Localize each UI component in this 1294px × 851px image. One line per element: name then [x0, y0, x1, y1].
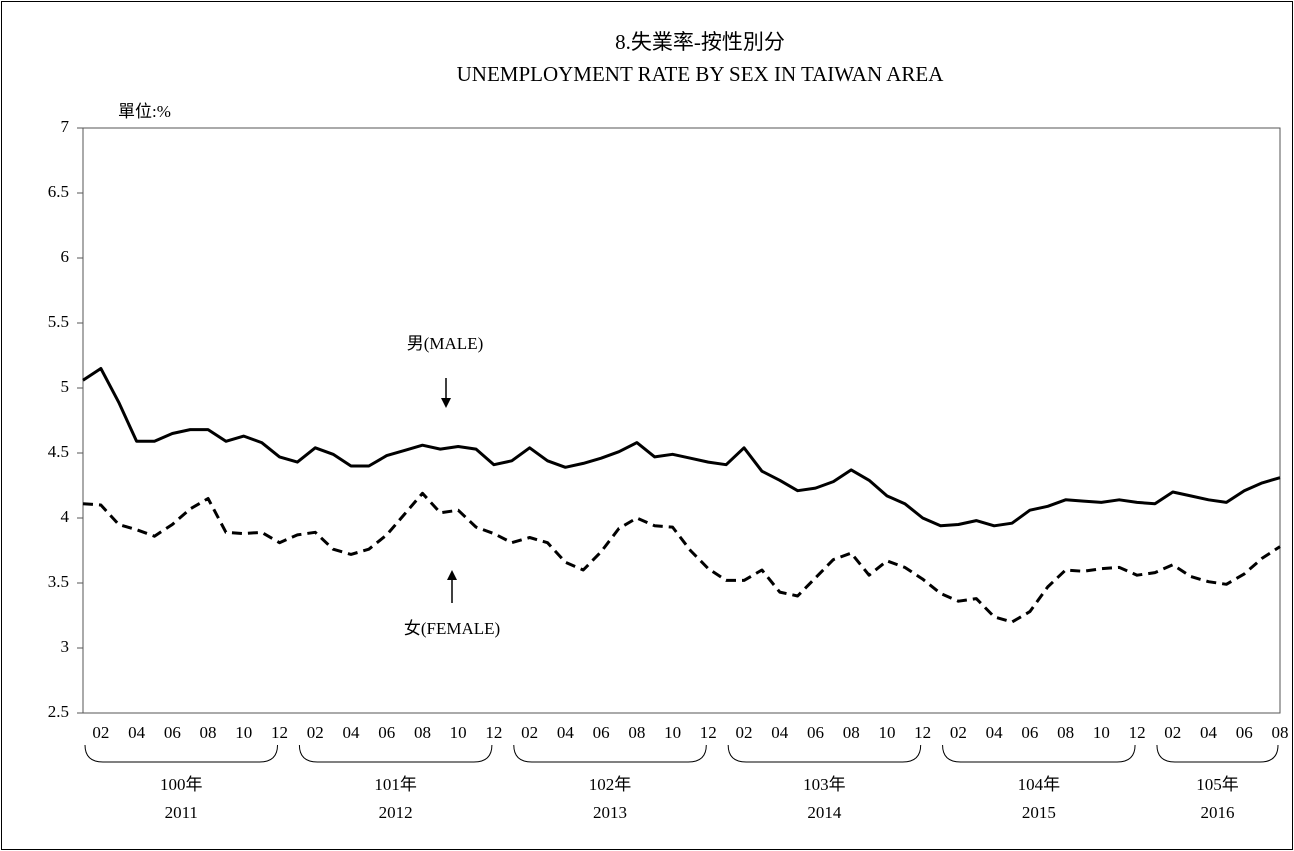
x-tick-label: 12 [914, 723, 931, 742]
x-tick-label: 06 [1236, 723, 1253, 742]
x-tick-label: 04 [128, 723, 146, 742]
chart-subtitle: UNEMPLOYMENT RATE BY SEX IN TAIWAN AREA [457, 62, 945, 86]
x-tick-label: 02 [307, 723, 324, 742]
y-tick-label: 6.5 [48, 182, 69, 201]
unit-label: 單位:% [118, 102, 171, 121]
year-label: 2012 [379, 803, 413, 822]
year-brace [727, 744, 922, 763]
x-tick-label: 04 [1200, 723, 1218, 742]
x-tick-label: 04 [986, 723, 1004, 742]
year-brace [1156, 744, 1279, 763]
x-tick-label: 08 [1272, 723, 1289, 742]
series-line [82, 367, 1281, 528]
year-brace [298, 744, 493, 763]
year-brace [942, 744, 1136, 763]
x-tick-label: 10 [450, 723, 467, 742]
x-tick-label: 04 [771, 723, 789, 742]
x-tick-label: 02 [736, 723, 753, 742]
y-tick-label: 5.5 [48, 312, 69, 331]
year-roc-label: 105年 [1196, 775, 1239, 794]
x-tick-label: 02 [521, 723, 538, 742]
x-tick-label: 02 [92, 723, 109, 742]
year-label: 2011 [165, 803, 198, 822]
y-tick-label: 4.5 [48, 442, 69, 461]
x-tick-label: 08 [1057, 723, 1074, 742]
y-tick-label: 3 [61, 637, 70, 656]
x-tick-label: 06 [378, 723, 395, 742]
year-brace [84, 744, 279, 763]
x-tick-label: 10 [235, 723, 252, 742]
y-tick-label: 3.5 [48, 572, 69, 591]
y-tick-label: 4 [61, 507, 70, 526]
x-tick-label: 08 [843, 723, 860, 742]
x-tick-label: 02 [950, 723, 967, 742]
y-tick-label: 6 [61, 247, 70, 266]
x-tick-label: 06 [1021, 723, 1038, 742]
year-roc-label: 101年 [374, 775, 417, 794]
x-tick-label: 12 [271, 723, 288, 742]
y-tick-label: 7 [61, 117, 70, 136]
x-tick-label: 10 [1093, 723, 1110, 742]
x-tick-label: 10 [878, 723, 895, 742]
year-roc-label: 103年 [803, 775, 846, 794]
x-tick-label: 06 [593, 723, 610, 742]
x-tick-label: 12 [700, 723, 717, 742]
year-roc-label: 100年 [160, 775, 203, 794]
x-tick-label: 08 [200, 723, 217, 742]
arrow-head [441, 398, 451, 408]
arrow-head [447, 570, 457, 580]
plot-area [82, 127, 1281, 714]
x-tick-label: 12 [485, 723, 502, 742]
x-tick-label: 10 [664, 723, 681, 742]
y-tick-label: 2.5 [48, 702, 69, 721]
year-label: 2014 [807, 803, 842, 822]
y-tick-label: 5 [61, 377, 70, 396]
year-label: 2016 [1200, 803, 1234, 822]
series-label: 男(MALE) [407, 334, 483, 353]
x-tick-label: 04 [342, 723, 360, 742]
x-tick-label: 04 [557, 723, 575, 742]
year-label: 2015 [1022, 803, 1056, 822]
year-roc-label: 102年 [589, 775, 632, 794]
x-tick-label: 08 [414, 723, 431, 742]
x-tick-label: 02 [1164, 723, 1181, 742]
year-roc-label: 104年 [1018, 775, 1061, 794]
year-label: 2013 [593, 803, 627, 822]
x-tick-label: 06 [164, 723, 181, 742]
series-line [82, 491, 1281, 624]
series-label: 女(FEMALE) [404, 619, 500, 638]
x-tick-label: 08 [628, 723, 645, 742]
x-tick-label: 12 [1129, 723, 1146, 742]
chart-title: 8.失業率-按性別分 [615, 30, 785, 54]
year-brace [513, 744, 707, 763]
x-tick-label: 06 [807, 723, 824, 742]
